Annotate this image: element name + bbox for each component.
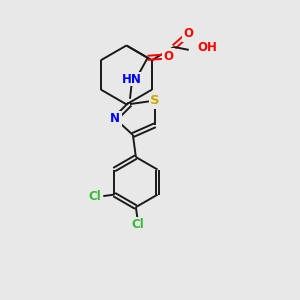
Text: Cl: Cl [88,190,101,202]
Text: Cl: Cl [131,218,144,231]
Text: O: O [184,27,194,40]
Text: HN: HN [122,73,141,85]
Text: OH: OH [198,41,218,54]
Text: O: O [163,50,173,63]
Text: S: S [150,94,160,107]
Text: N: N [110,112,120,125]
